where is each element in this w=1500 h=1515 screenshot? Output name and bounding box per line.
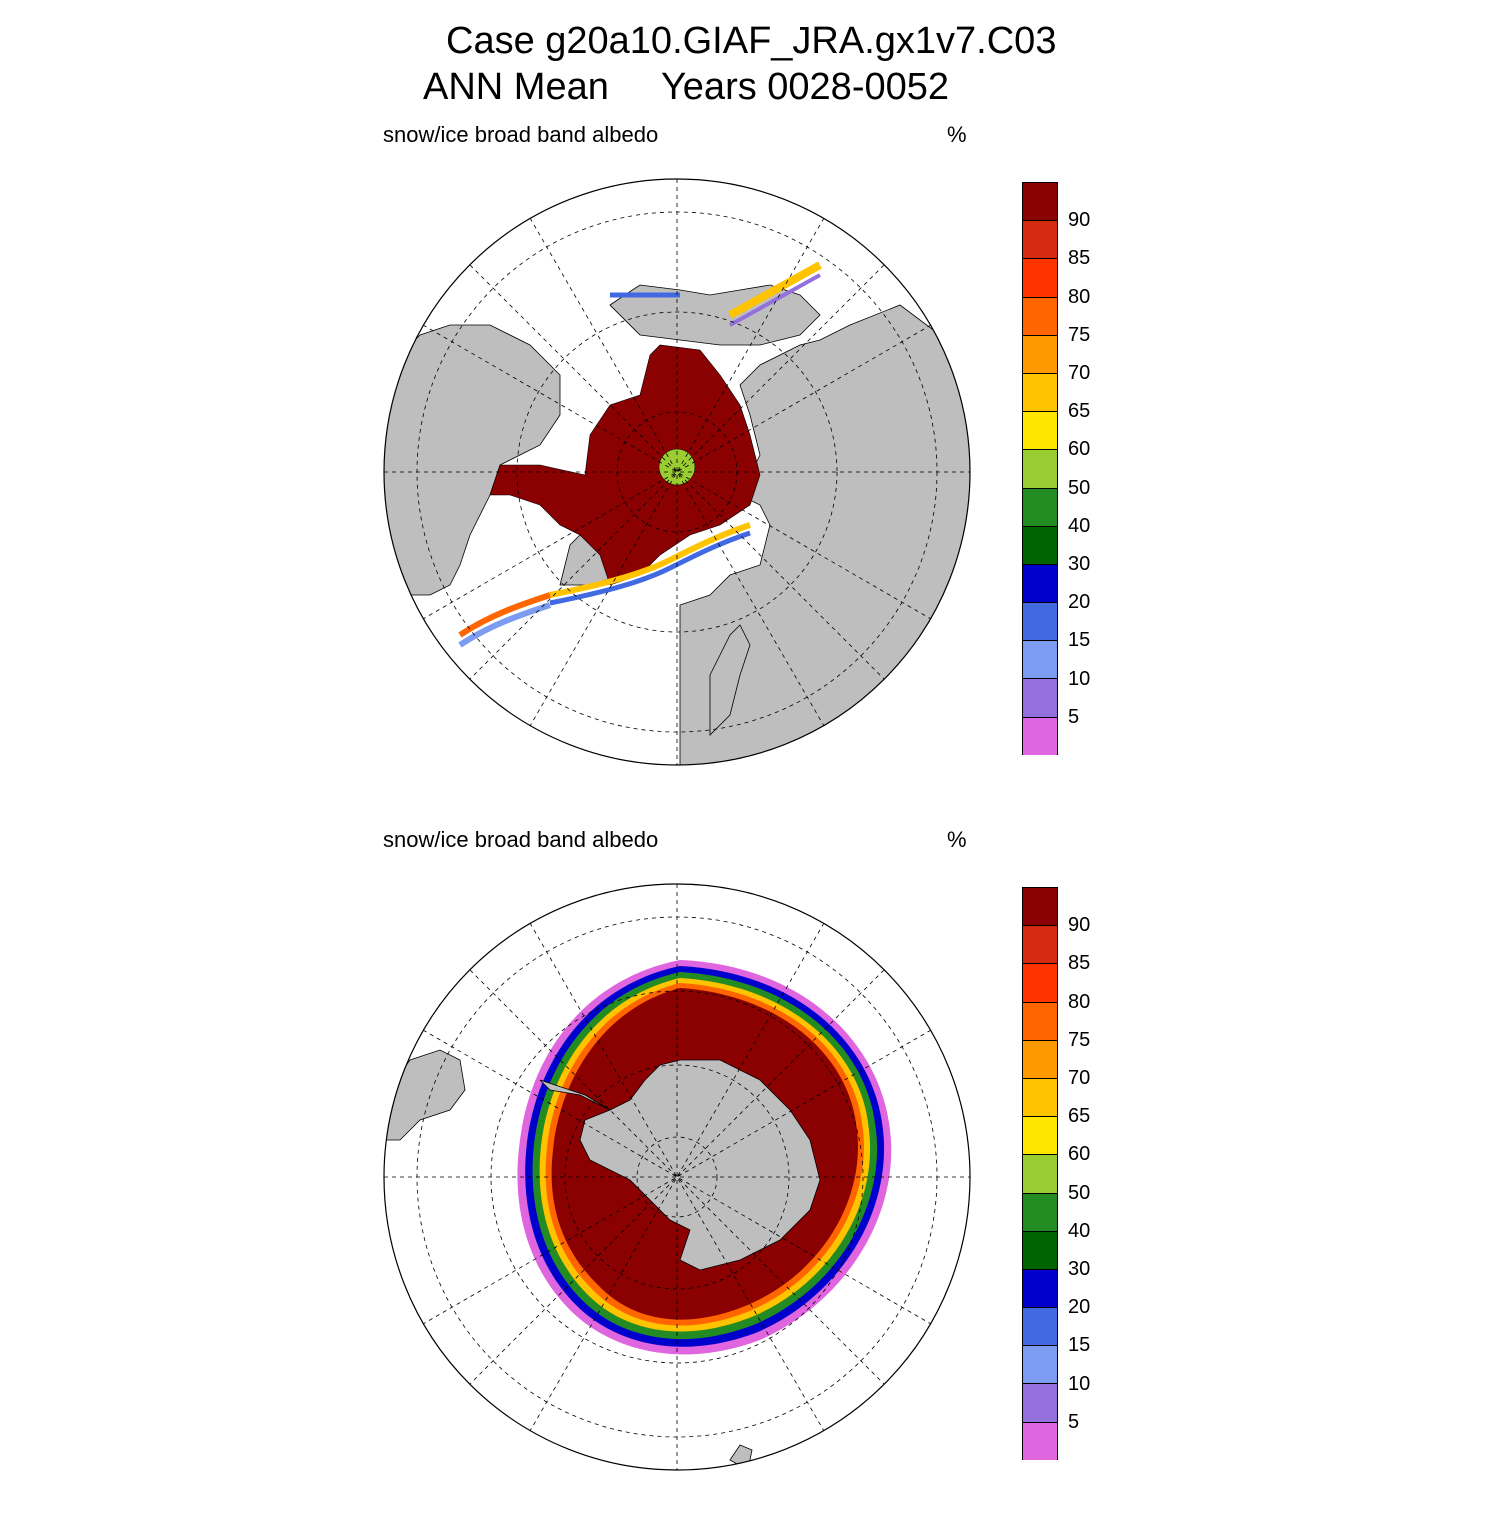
colorbar-label: 75 (1068, 1028, 1091, 1051)
land-north-america (384, 324, 561, 596)
graticule (384, 884, 970, 1470)
graticule (384, 179, 970, 765)
colorbar-label: 85 (1068, 247, 1091, 270)
colorbar-label: 5 (1068, 1410, 1080, 1433)
colorbar-swatch (1022, 296, 1058, 335)
ice-edge-labrador (458, 592, 551, 638)
colorbar: 90 85 80 75 70 65 60 50 40 30 20 15 10 5 (1022, 182, 1090, 755)
variable-label: snow/ice broad band albedo (383, 827, 659, 852)
colorbar-label: 80 (1068, 990, 1091, 1013)
colorbar-swatch (1022, 1421, 1058, 1460)
colorbar-swatch (1022, 1116, 1058, 1155)
colorbar-swatch (1022, 716, 1058, 755)
colorbar-label: 65 (1068, 1105, 1091, 1128)
sea-ice-arctic (489, 344, 761, 586)
land-peninsula (539, 1079, 611, 1111)
ice-edge-atlantic-blue (549, 530, 751, 606)
map-boundary (383, 883, 971, 1471)
colorbar-label: 20 (1068, 1296, 1091, 1319)
ice-edge-okhotsk-outer (729, 273, 821, 327)
colorbar-label: 40 (1068, 1219, 1091, 1242)
colorbar-swatch (1022, 602, 1058, 641)
colorbar-label: 85 (1068, 952, 1091, 975)
land-bering (609, 284, 821, 346)
land-scandinavia (709, 624, 751, 736)
colorbar-swatch (1022, 334, 1058, 373)
colorbar-label: 10 (1068, 1372, 1091, 1395)
colorbar-swatch (1022, 1154, 1058, 1193)
figure-title-line1: Case g20a10.GIAF_JRA.gx1v7.C03 (446, 20, 1057, 62)
colorbar-label: 70 (1068, 1067, 1091, 1089)
colorbar-swatch (1022, 1077, 1058, 1117)
colorbar-label: 15 (1068, 629, 1091, 652)
colorbar-swatch (1022, 1383, 1058, 1422)
colorbar: 90 85 80 75 70 65 60 50 40 30 20 15 10 5 (1022, 887, 1090, 1460)
colorbar-swatch (1022, 525, 1058, 564)
south-polar-panel: snow/ice broad band albedo % (0, 815, 1500, 1515)
colorbar-swatch (1022, 887, 1058, 926)
variable-label: snow/ice broad band albedo (383, 122, 659, 147)
units-label: % (947, 827, 967, 852)
colorbar-label: 75 (1068, 323, 1091, 346)
colorbar-label: 60 (1068, 438, 1091, 461)
colorbar-label: 50 (1068, 1181, 1091, 1204)
ice-edge-okhotsk (728, 261, 822, 319)
colorbar-label: 50 (1068, 476, 1091, 499)
colorbar-label: 80 (1068, 285, 1091, 308)
colorbar-swatch (1022, 1192, 1058, 1231)
colorbar-label: 15 (1068, 1334, 1091, 1357)
colorbar-swatch (1022, 925, 1058, 964)
colorbar-swatch (1022, 372, 1058, 412)
colorbar-swatch (1022, 1039, 1058, 1078)
colorbar-swatch (1022, 449, 1058, 488)
colorbar-label: 65 (1068, 400, 1091, 423)
north-polar-panel: snow/ice broad band albedo % (0, 110, 1500, 810)
ice-edge-atlantic (549, 522, 751, 598)
colorbar-swatch (1022, 182, 1058, 221)
colorbar-swatch (1022, 1307, 1058, 1346)
colorbar-label: 30 (1068, 1258, 1091, 1280)
colorbar-swatch (1022, 963, 1058, 1002)
colorbar-label: 10 (1068, 667, 1091, 690)
colorbar-label: 90 (1068, 209, 1091, 232)
south-polar-map (383, 883, 971, 1471)
colorbar-swatch (1022, 678, 1058, 717)
colorbar-swatch (1022, 1001, 1058, 1040)
colorbar-label: 40 (1068, 514, 1091, 537)
colorbar-swatch (1022, 258, 1058, 297)
colorbar-label: 60 (1068, 1143, 1091, 1166)
colorbar-swatch (1022, 1230, 1058, 1269)
colorbar-swatch (1022, 220, 1058, 259)
colorbar-label: 70 (1068, 362, 1091, 384)
colorbar-swatch (1022, 1268, 1058, 1308)
map-boundary (383, 178, 971, 766)
colorbar-label: 20 (1068, 591, 1091, 614)
colorbar-swatch (1022, 1345, 1058, 1384)
colorbar-swatch (1022, 563, 1058, 603)
colorbar-label: 5 (1068, 705, 1080, 728)
units-label: % (947, 122, 967, 147)
colorbar-swatch (1022, 487, 1058, 526)
figure-title-line2: ANN Mean Years 0028-0052 (423, 66, 950, 108)
colorbar-swatch (1022, 640, 1058, 679)
colorbar-label: 30 (1068, 553, 1091, 575)
ice-edge-labrador-blue (458, 602, 551, 648)
colorbar-label: 90 (1068, 914, 1091, 937)
north-polar-map (383, 178, 971, 766)
colorbar-swatch (1022, 411, 1058, 450)
